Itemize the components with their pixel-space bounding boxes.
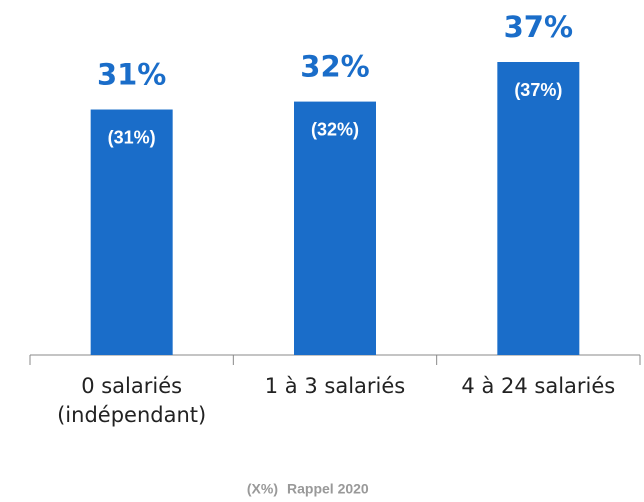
inner-label: (37%) xyxy=(514,80,562,100)
x-tick-label: 1 à 3 salariés xyxy=(264,374,406,398)
value-label: 31% xyxy=(97,58,166,92)
x-tick-label: 4 à 24 salariés xyxy=(461,374,616,398)
bar xyxy=(90,109,173,355)
value-label: 37% xyxy=(504,10,573,44)
value-label: 32% xyxy=(300,50,369,84)
inner-label: (31%) xyxy=(108,127,156,147)
inner-label: (32%) xyxy=(311,119,359,139)
x-tick-label: 0 salariés (indépendant) xyxy=(57,374,207,427)
bar xyxy=(497,62,580,355)
legend-key: (X%) xyxy=(247,481,278,497)
legend-text: Rappel 2020 xyxy=(287,481,369,497)
bar xyxy=(294,101,376,355)
